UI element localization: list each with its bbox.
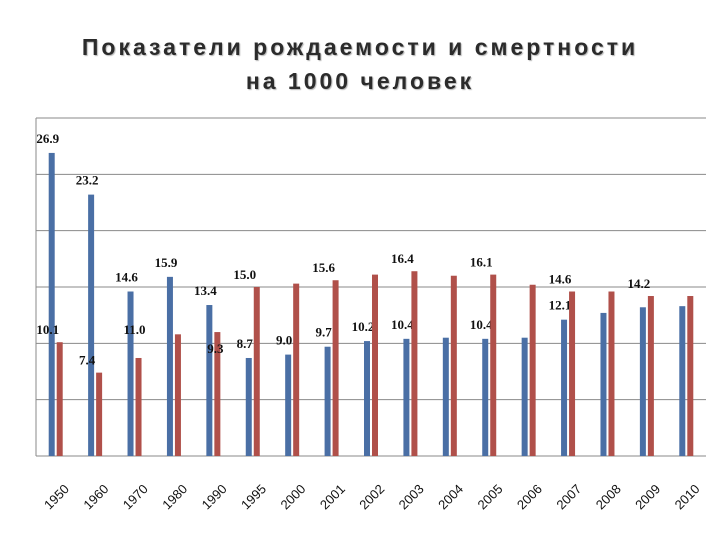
data-label: 9.3 — [207, 341, 224, 356]
data-label: 15.9 — [155, 255, 178, 270]
data-label: 12.1 — [549, 298, 572, 313]
bar — [561, 319, 568, 456]
data-label: 14.6 — [549, 272, 572, 287]
bar — [285, 354, 292, 456]
bar — [442, 337, 449, 456]
x-tick-label: 1950 — [41, 481, 72, 512]
data-label: 15.6 — [312, 260, 335, 275]
x-tick-label: 2007 — [553, 481, 584, 512]
data-label: 10.4 — [470, 317, 493, 332]
bar — [521, 337, 528, 456]
bar — [332, 280, 339, 456]
chart-title-line-2: на 1000 человек — [245, 68, 475, 94]
x-tick-label: 2006 — [514, 481, 545, 512]
bar — [135, 357, 142, 456]
bar — [166, 276, 173, 456]
bar — [206, 305, 213, 456]
bar — [245, 357, 252, 456]
data-label: 10.1 — [36, 322, 59, 337]
x-tick-label: 2000 — [277, 481, 308, 512]
bar — [293, 283, 300, 456]
data-label: 14.6 — [115, 270, 138, 285]
bar — [679, 306, 686, 456]
x-tick-label: 2009 — [632, 481, 663, 512]
bar — [56, 342, 63, 456]
data-label: 10.2 — [352, 319, 375, 334]
data-label: 11.0 — [124, 322, 146, 337]
bar — [174, 334, 181, 456]
bar — [647, 296, 654, 456]
bar — [608, 291, 615, 456]
x-tick-label: 1995 — [238, 481, 269, 512]
x-tick-label: 2008 — [593, 481, 624, 512]
data-label: 13.4 — [194, 283, 217, 298]
x-tick-label: 2002 — [356, 481, 387, 512]
x-tick-label: 2005 — [475, 481, 506, 512]
bar — [639, 307, 646, 456]
chart-title: Показатели рождаемости и смертности на 1… — [0, 30, 720, 98]
data-label: 16.1 — [470, 255, 493, 270]
data-label: 23.2 — [76, 173, 99, 188]
bar — [450, 275, 457, 456]
bar — [96, 372, 103, 456]
bar — [48, 152, 55, 456]
data-label: 26.9 — [36, 131, 59, 146]
bar — [482, 338, 489, 456]
bar — [372, 274, 378, 456]
bar — [600, 312, 607, 456]
bar — [324, 346, 331, 456]
data-label: 14.2 — [628, 276, 651, 291]
bar — [88, 194, 95, 456]
bar — [687, 296, 694, 456]
x-tick-label: 2001 — [317, 481, 348, 512]
x-tick-label: 2010 — [672, 481, 703, 512]
x-tick-label: 1970 — [120, 481, 151, 512]
data-label: 8.7 — [237, 336, 254, 351]
data-label: 16.4 — [391, 251, 414, 266]
x-tick-label: 1960 — [80, 481, 111, 512]
bar — [127, 291, 134, 456]
bar — [214, 332, 221, 456]
bar — [253, 287, 260, 456]
data-label: 15.0 — [233, 267, 256, 282]
x-tick-label: 1980 — [159, 481, 190, 512]
data-label: 10.4 — [391, 317, 414, 332]
x-tick-label: 2004 — [435, 481, 466, 512]
data-label: 9.7 — [315, 325, 332, 340]
bar — [490, 274, 497, 456]
chart-title-line-1: Показатели рождаемости и смертности — [81, 34, 639, 60]
bar — [411, 271, 418, 456]
bar — [529, 284, 536, 456]
x-tick-label: 2003 — [396, 481, 427, 512]
bar — [364, 341, 370, 456]
x-tick-label: 1990 — [199, 481, 230, 512]
bar — [569, 291, 576, 456]
bar — [403, 338, 410, 456]
data-label: 7.4 — [79, 353, 96, 368]
data-label: 9.0 — [276, 333, 292, 348]
